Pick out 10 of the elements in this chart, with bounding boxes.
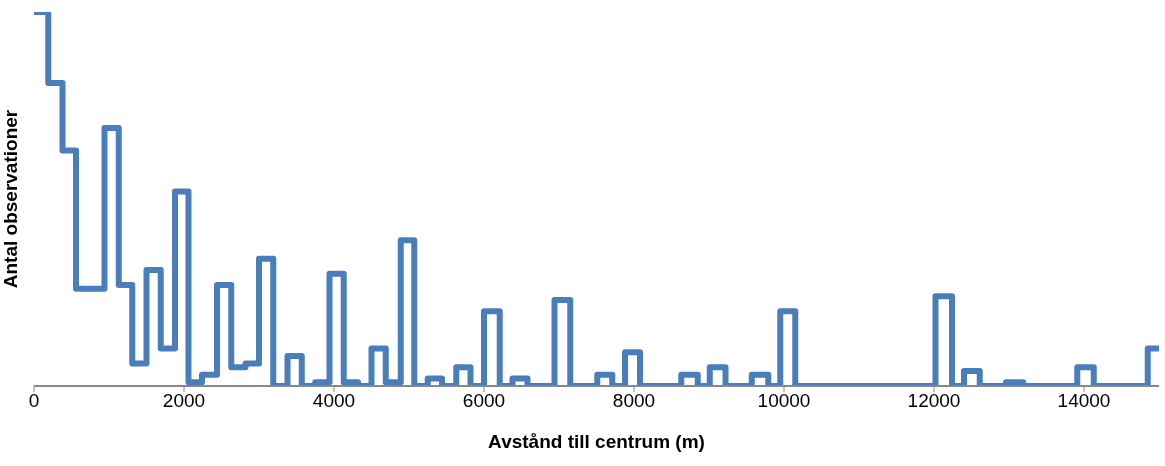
x-tick-label: 14000 — [1057, 390, 1111, 412]
x-tick-label: 2000 — [162, 390, 206, 412]
x-tick-label: 12000 — [907, 390, 961, 412]
x-tick-label: 6000 — [462, 390, 506, 412]
x-tick-label: 4000 — [312, 390, 356, 412]
x-tick-label: 0 — [28, 390, 40, 412]
y-axis-title: Antal observationer — [0, 109, 21, 289]
x-axis-title: Avstånd till centrum (m) — [488, 431, 705, 452]
x-tick-label: 10000 — [757, 390, 811, 412]
x-tick-label: 8000 — [612, 390, 656, 412]
